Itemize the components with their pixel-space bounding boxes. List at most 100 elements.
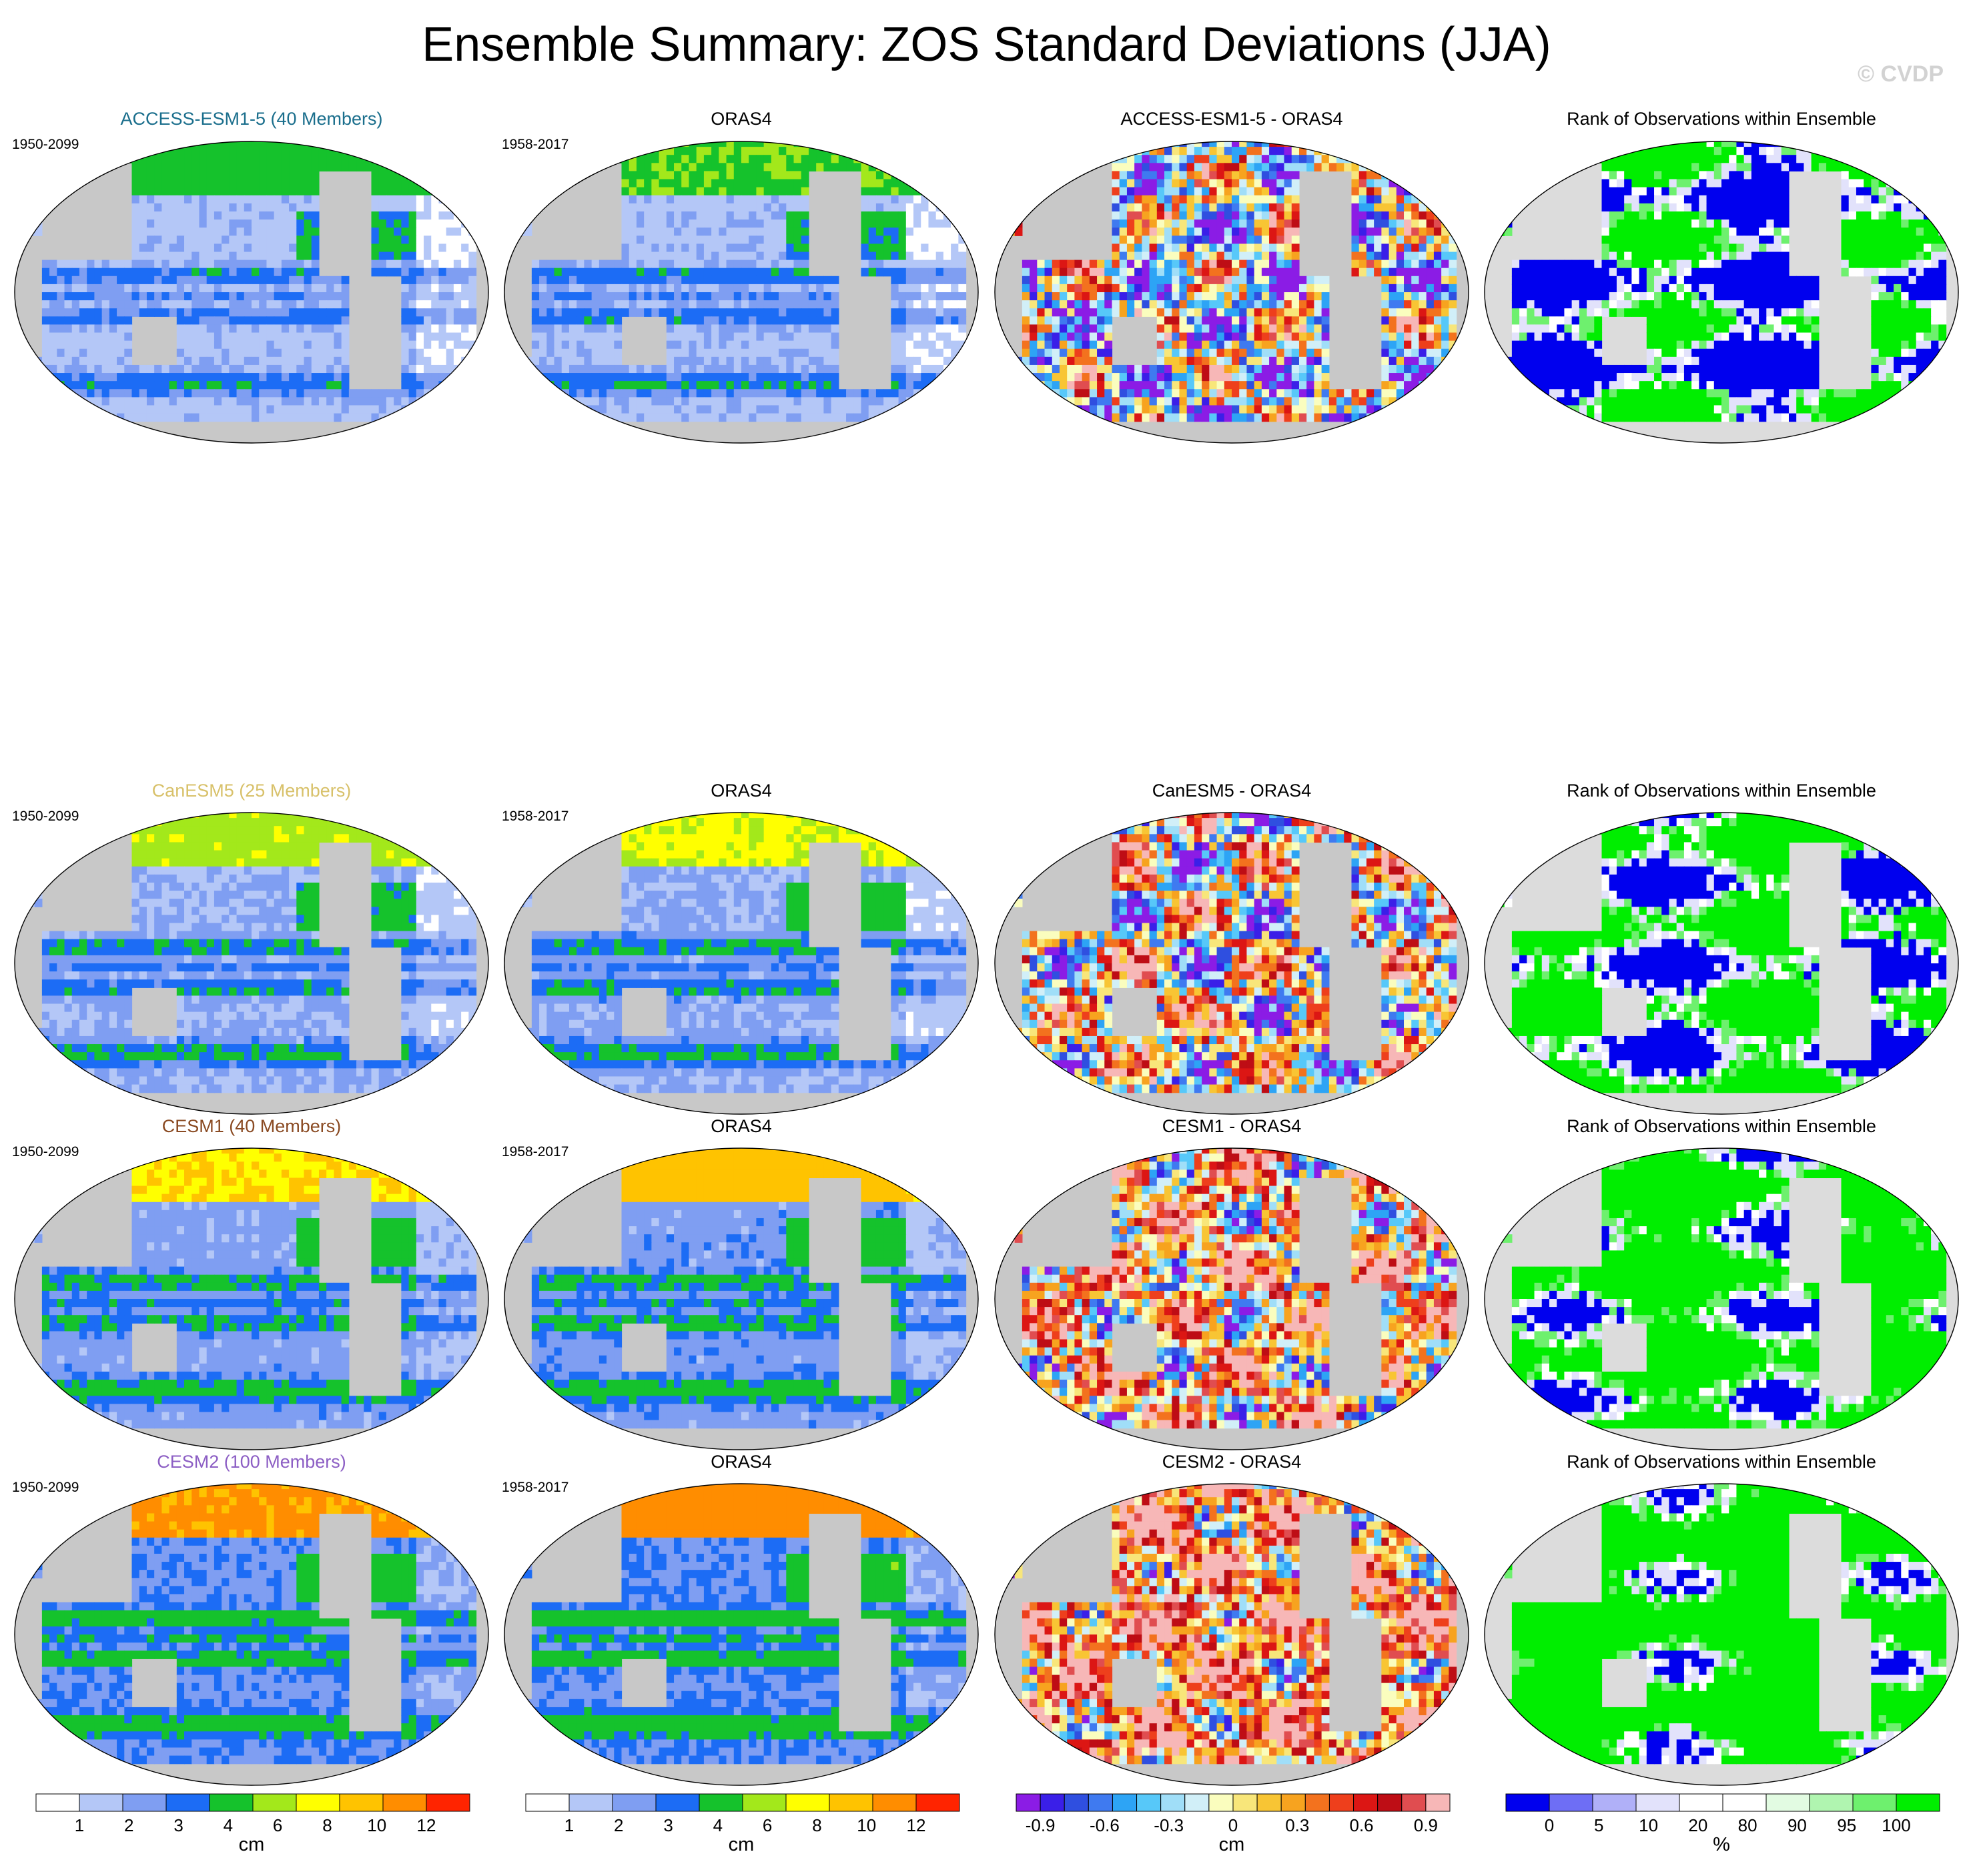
map-cell (875, 227, 884, 236)
map-cell (1426, 308, 1435, 317)
map-cell (1224, 155, 1232, 163)
map-cell (1411, 364, 1420, 374)
map-cell (1134, 276, 1142, 285)
map-cell (214, 155, 222, 163)
map-cell (1291, 332, 1300, 342)
map-cell (199, 195, 208, 204)
map-cell (801, 236, 809, 244)
map-cell (461, 260, 469, 269)
map-cell (883, 195, 891, 204)
map-cell (779, 324, 787, 334)
map-cell (733, 211, 742, 220)
map-cell (599, 284, 607, 293)
map-cell (431, 252, 440, 261)
map-cell (1254, 147, 1262, 155)
map-cell (184, 236, 192, 244)
map-cell (599, 340, 607, 350)
map-cell (416, 340, 424, 350)
map-cell (176, 203, 185, 212)
map-cell (1298, 348, 1307, 358)
map-cell (64, 147, 73, 155)
map-cell (509, 356, 518, 366)
map-cell (1269, 292, 1277, 301)
map-cell (1097, 348, 1105, 358)
map-cell (1246, 284, 1255, 293)
map-cell (568, 268, 577, 277)
map-cell (49, 397, 57, 406)
map-cell (1366, 141, 1374, 147)
map-cell (176, 244, 185, 253)
map-cell (289, 397, 297, 406)
map-cell (1059, 324, 1068, 334)
map-cell (401, 260, 410, 269)
map-cell (636, 284, 645, 293)
map-cell (348, 163, 357, 172)
map-cell (57, 276, 65, 285)
map-cell (1389, 171, 1397, 180)
map-cell (1269, 203, 1277, 212)
map-cell (1389, 284, 1397, 293)
map-cell (1014, 141, 1023, 147)
map-cell (453, 308, 462, 317)
map-cell (793, 397, 802, 406)
map-cell (453, 268, 462, 277)
map-cell (184, 381, 192, 390)
map-cell (921, 147, 929, 155)
map-cell (1186, 171, 1195, 180)
map-cell (274, 219, 282, 228)
map-cell (1037, 260, 1046, 269)
map-cell (741, 236, 749, 244)
map-cell (446, 219, 454, 228)
map-cell (1456, 155, 1465, 163)
map-cell (378, 268, 387, 277)
map-cell (1254, 300, 1262, 309)
map-cell (1097, 364, 1105, 374)
map-cell (1119, 260, 1128, 269)
map-cell (674, 252, 682, 261)
map-cell (861, 227, 869, 236)
map-cell (184, 171, 192, 180)
map-cell (408, 413, 417, 422)
map-cell (1112, 147, 1120, 155)
map-cell (1351, 236, 1360, 244)
map-cell (681, 252, 690, 261)
map-cell (629, 244, 637, 253)
map-cell (801, 381, 809, 390)
map-cell (891, 236, 899, 244)
map-cell (1194, 292, 1202, 301)
map-cell (1149, 276, 1158, 285)
map-cell (199, 227, 208, 236)
map-cell (696, 211, 705, 220)
map-cell (995, 171, 1000, 180)
map-cell (756, 236, 765, 244)
map-cell (236, 187, 245, 196)
map-cell (1246, 163, 1255, 172)
map-cell (139, 211, 147, 220)
map-cell (1142, 155, 1150, 163)
map-cell (584, 348, 593, 358)
map-cell (943, 179, 951, 188)
map-cell (607, 268, 615, 277)
map-cell (304, 316, 312, 326)
map-cell (401, 316, 410, 326)
map-cell (1179, 276, 1188, 285)
map-cell (607, 389, 615, 398)
map-cell (539, 155, 547, 163)
map-cell (531, 316, 540, 326)
map-cell (875, 155, 884, 163)
map-cell (468, 155, 477, 163)
map-cell (1396, 292, 1405, 301)
map-cell (1261, 141, 1270, 147)
map-cell (943, 284, 951, 293)
map-cell (883, 405, 891, 414)
map-cell (386, 155, 394, 163)
map-cell (1321, 163, 1330, 172)
map-cell (1261, 203, 1270, 212)
map-cell (1224, 147, 1232, 155)
map-cell (1284, 356, 1292, 366)
map-cell (184, 340, 192, 350)
map-cell (222, 187, 230, 196)
map-cell (289, 316, 297, 326)
map-cell (416, 147, 424, 155)
map-cell (57, 324, 65, 334)
